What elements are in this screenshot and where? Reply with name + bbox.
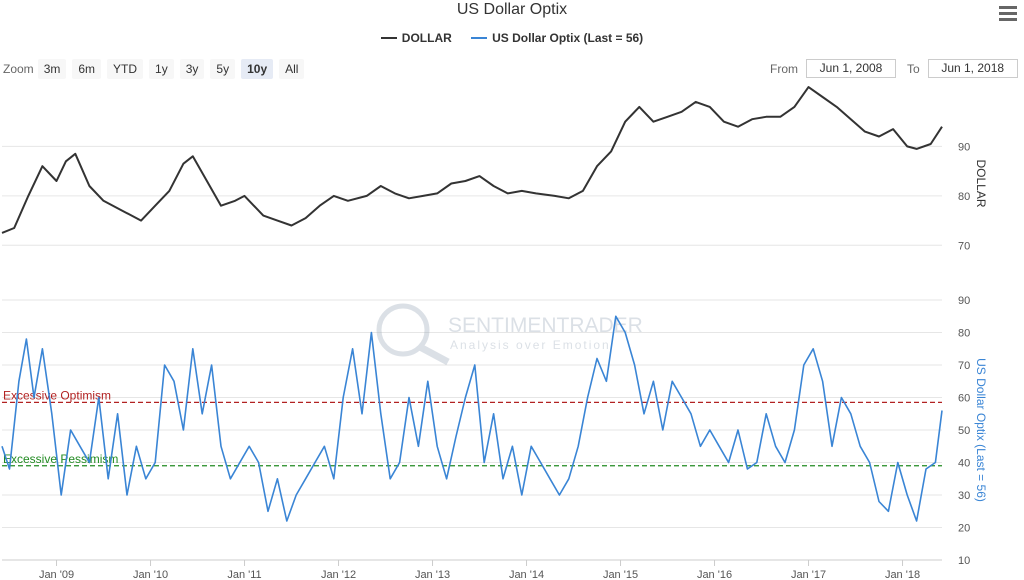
x-tick-label: Jan '12 (321, 569, 356, 580)
y-tick-label: 90 (958, 141, 970, 153)
optix-series-line (1, 315, 943, 522)
x-axis: Jan '09 Jan '10 Jan '11 Jan '12 Jan '13 Jan '… (2, 559, 942, 580)
from-label: From (770, 61, 798, 76)
x-tick-label: Jan '11 (227, 569, 261, 580)
to-date-input[interactable]: Jun 1, 2018 (927, 59, 1018, 78)
x-tick-label: Jan '15 (603, 569, 638, 580)
menu-bar (999, 12, 1017, 15)
zoom-button-3m[interactable]: 3m (37, 59, 67, 79)
y-tick-label: 40 (958, 458, 970, 470)
legend-item-optix[interactable]: US Dollar Optix (Last = 56) (471, 31, 643, 45)
zoom-button-1y[interactable]: 1y (149, 59, 174, 79)
y-axes: 70 80 90 DOLLAR 10 20 30 40 50 60 70 80 90 US Dollar … (958, 141, 988, 567)
menu-bar (999, 6, 1017, 9)
y-tick-label: 80 (958, 191, 970, 203)
reference-line-label: Excessive Optimism (3, 388, 111, 402)
reference-lines: Excessive Optimism Excessive Pessimism (2, 388, 942, 467)
watermark: SENTIMENTRADER Analysis over Emotion (376, 303, 643, 366)
y-tick-label: 80 (958, 328, 970, 340)
x-tick-label: Jan '14 (509, 569, 544, 580)
y-tick-label: 20 (958, 523, 970, 535)
menu-bar (999, 18, 1017, 21)
zoom-bar: Zoom 3m 6m YTD 1y 3y 5y 10y All (3, 59, 310, 79)
series-layer (1, 86, 943, 522)
to-label: To (907, 61, 920, 76)
x-tick-label: Jan '16 (697, 569, 732, 580)
y-tick-label: 60 (958, 393, 970, 405)
watermark-logo-handle (418, 343, 450, 366)
legend-swatch (471, 37, 488, 39)
menu-icon[interactable] (999, 6, 1017, 22)
y-tick-label: 70 (958, 240, 970, 252)
y-tick-label: 30 (958, 490, 970, 502)
watermark-name: SENTIMENTRADER (448, 314, 643, 337)
zoom-button-all[interactable]: All (279, 59, 305, 79)
zoom-button-3y[interactable]: 3y (179, 59, 205, 79)
x-tick-label: Jan '18 (885, 569, 920, 580)
zoom-button-5y[interactable]: 5y (210, 59, 236, 79)
legend-label: DOLLAR (401, 31, 452, 45)
zoom-button-6m[interactable]: 6m (72, 59, 102, 79)
zoom-button-ytd[interactable]: YTD (107, 59, 144, 79)
x-tick-label: Jan '10 (133, 569, 168, 580)
range-to: To Jun 1, 2018 (907, 59, 1018, 78)
watermark-tagline: Analysis over Emotion (450, 338, 611, 352)
x-tick-label: Jan '17 (791, 569, 826, 580)
watermark-logo-icon (376, 303, 430, 357)
legend-item-dollar[interactable]: DOLLAR (380, 31, 452, 45)
legend: DOLLAR US Dollar Optix (Last = 56) (0, 28, 1024, 45)
y-axis-label: US Dollar Optix (Last = 56) (974, 358, 988, 502)
y-tick-label: 70 (958, 360, 970, 372)
range-from: From Jun 1, 2008 (770, 59, 896, 78)
dollar-series-line (1, 86, 943, 234)
zoom-button-10y[interactable]: 10y (241, 59, 274, 79)
legend-label: US Dollar Optix (Last = 56) (492, 31, 644, 45)
y-tick-label: 10 (958, 555, 970, 567)
y-tick-label: 90 (958, 295, 970, 307)
y-axis-label: DOLLAR (974, 159, 988, 207)
y-tick-label: 50 (958, 425, 970, 437)
x-tick-label: Jan '13 (415, 569, 450, 580)
x-tick-label: Jan '09 (39, 569, 74, 580)
grid (2, 145, 942, 561)
reference-line-label: Excessive Pessimism (3, 452, 118, 466)
zoom-label: Zoom (3, 62, 34, 76)
chart-title: US Dollar Optix (456, 1, 568, 18)
legend-swatch (380, 37, 397, 39)
from-date-input[interactable]: Jun 1, 2008 (806, 59, 896, 78)
